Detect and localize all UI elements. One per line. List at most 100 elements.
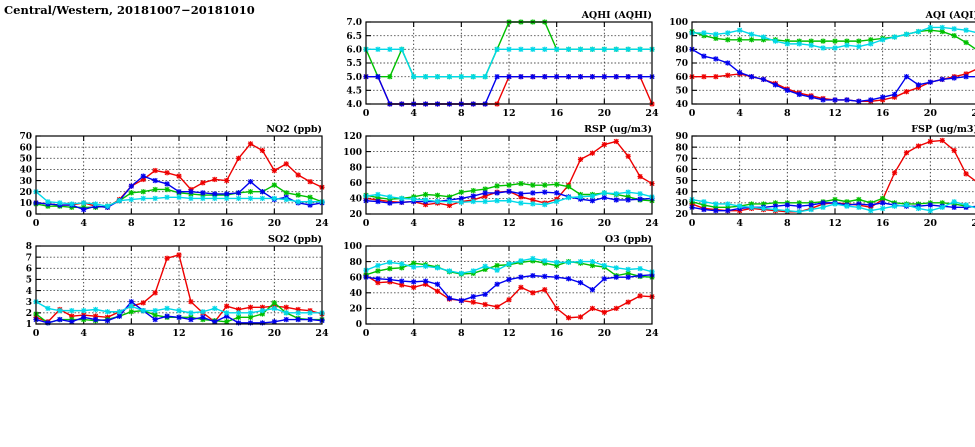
data-point	[259, 195, 266, 202]
x-tick-label: 8	[128, 218, 135, 229]
data-point	[375, 74, 381, 80]
data-point	[434, 192, 441, 198]
data-point	[542, 287, 548, 293]
data-point	[506, 276, 512, 283]
y-tick-label: 0	[26, 210, 32, 220]
chart-o3: 0 20 40 60 80 100 0 4 8 12 16 20 24 O3 (ppb)	[343, 234, 659, 339]
data-point	[868, 202, 874, 208]
data-point	[530, 273, 536, 279]
x-tick-label: 12	[172, 328, 185, 339]
data-point	[737, 27, 743, 33]
x-tick-label: 24	[971, 218, 975, 229]
data-point	[307, 310, 313, 316]
data-point	[856, 38, 862, 44]
data-point	[375, 268, 381, 274]
data-point	[713, 208, 719, 214]
y-tick-label: 10	[19, 199, 32, 209]
data-point	[832, 45, 838, 51]
x-tick-label: 8	[458, 328, 465, 339]
data-point	[164, 194, 170, 200]
data-point	[247, 314, 254, 320]
data-point	[868, 97, 874, 103]
data-point	[542, 182, 548, 188]
data-point	[601, 276, 607, 282]
data-point	[295, 316, 301, 323]
data-point	[613, 138, 619, 145]
data-point	[212, 176, 218, 183]
data-point	[784, 87, 790, 93]
data-point	[247, 195, 254, 202]
data-point	[701, 53, 707, 59]
data-point	[891, 203, 898, 209]
data-point	[613, 46, 619, 52]
data-point	[212, 319, 218, 325]
data-point	[927, 202, 933, 208]
data-point	[247, 179, 254, 185]
data-point	[796, 203, 802, 209]
y-tick-label: 80	[349, 258, 362, 268]
data-point	[152, 186, 158, 193]
y-tick-label: 20	[19, 188, 32, 198]
data-point	[772, 206, 779, 213]
data-point	[625, 153, 631, 159]
data-point	[832, 196, 838, 203]
data-point	[506, 182, 512, 188]
x-tick-label: 4	[80, 218, 87, 229]
data-point	[399, 261, 405, 267]
data-point	[506, 46, 512, 52]
data-point	[737, 203, 743, 209]
data-point	[81, 314, 87, 320]
data-point	[152, 195, 158, 202]
y-tick-label: 7	[26, 253, 32, 263]
data-point	[235, 310, 242, 316]
y-tick-label: 60	[349, 179, 362, 189]
y-tick-label: 40	[675, 188, 688, 198]
data-point	[176, 194, 182, 200]
x-tick-label: 24	[645, 328, 659, 339]
data-point	[577, 156, 584, 163]
data-point	[224, 191, 230, 197]
x-tick-label: 16	[220, 328, 234, 339]
data-point	[963, 39, 969, 46]
data-point	[259, 308, 266, 314]
chart-title-fsp: FSP (ug/m3)	[911, 124, 975, 135]
data-point	[422, 74, 429, 80]
data-point	[482, 301, 488, 308]
data-point	[494, 183, 500, 189]
data-point	[235, 314, 242, 320]
data-point	[554, 190, 560, 196]
data-point	[625, 266, 631, 273]
data-point	[748, 74, 755, 80]
data-point	[92, 316, 99, 323]
y-tick-label: 80	[675, 143, 688, 153]
data-point	[116, 309, 123, 315]
data-point	[307, 316, 313, 323]
data-point	[399, 278, 405, 284]
data-point	[518, 274, 524, 280]
data-point	[470, 299, 476, 305]
data-point	[506, 261, 512, 267]
plot-frame	[365, 135, 653, 215]
x-tick-label: 8	[128, 328, 135, 339]
x-tick-label: 16	[550, 328, 564, 339]
chart-aqi: 40 50 60 70 80 90 100 0 4 8 12 16 20 24 AQI (AQI)	[669, 10, 975, 119]
data-point	[820, 97, 826, 103]
data-point	[494, 46, 500, 52]
data-point	[128, 303, 134, 309]
chart-title-no2: NO2 (ppb)	[266, 124, 322, 135]
data-point	[387, 46, 393, 52]
y-tick-label: 30	[19, 177, 32, 187]
data-point	[772, 82, 779, 88]
y-tick-label: 50	[675, 177, 688, 187]
data-point	[939, 76, 945, 83]
data-point	[152, 167, 158, 174]
data-point	[625, 46, 631, 52]
data-point	[577, 74, 584, 80]
data-point	[725, 30, 731, 36]
data-point	[470, 294, 476, 300]
data-point	[176, 173, 182, 179]
data-point	[589, 198, 596, 204]
data-point	[963, 74, 969, 80]
x-tick-label: 24	[971, 108, 975, 119]
data-point	[176, 314, 182, 320]
